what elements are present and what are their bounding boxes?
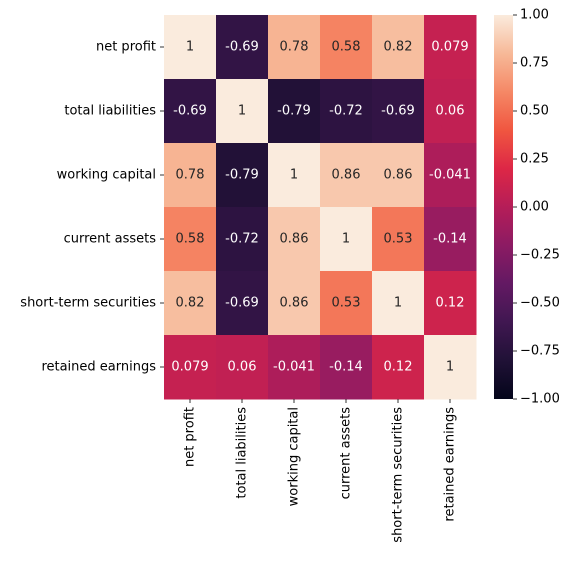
colorbar-tick-label: 0.00: [520, 200, 549, 215]
column-label: retained earnings: [443, 407, 458, 522]
heatmap-cell: [424, 79, 477, 144]
heatmap-cell: [216, 335, 269, 400]
heatmap-cell: [164, 79, 217, 144]
colorbar-tick-label: −0.50: [520, 296, 560, 311]
colorbar-tick-label: −0.25: [520, 248, 560, 263]
heatmap-cell: [268, 335, 321, 400]
colorbar-tick-label: 0.75: [520, 56, 549, 71]
colorbar-gradient: [494, 15, 513, 399]
colorbar-tick-label: −0.75: [520, 344, 560, 359]
cell-value-label: -0.69: [225, 296, 259, 311]
heatmap-cell: [320, 271, 373, 336]
cell-value-label: -0.041: [429, 168, 471, 183]
heatmap-cell: [164, 207, 217, 272]
cell-value-label: 0.78: [280, 40, 309, 55]
cell-value-label: -0.72: [329, 104, 363, 119]
cell-value-label: 0.86: [332, 168, 361, 183]
cell-value-label: 1: [238, 104, 246, 119]
row-label: working capital: [57, 168, 156, 183]
cell-value-label: -0.79: [277, 104, 311, 119]
heatmap-cell: [424, 335, 477, 400]
row-label: net profit: [96, 40, 156, 55]
cell-value-label: 0.06: [436, 104, 465, 119]
cell-value-label: -0.14: [433, 232, 467, 247]
heatmap-cell: [216, 15, 269, 80]
colorbar-tick-label: −1.00: [520, 392, 560, 407]
cell-value-label: 0.58: [176, 232, 205, 247]
column-label: short-term securities: [391, 407, 406, 543]
cell-value-label: -0.69: [173, 104, 207, 119]
cell-value-label: 0.86: [280, 296, 309, 311]
heatmap-cell: [164, 15, 217, 80]
cell-value-label: -0.14: [329, 360, 363, 375]
heatmap-cell: [268, 79, 321, 144]
cell-value-label: 0.079: [431, 40, 468, 55]
column-label: net profit: [183, 407, 198, 467]
heatmap-cell: [320, 207, 373, 272]
cell-value-label: 0.12: [436, 296, 465, 311]
cell-value-label: -0.041: [273, 360, 315, 375]
cell-value-label: 1: [342, 232, 350, 247]
colorbar: −1.00 −0.75 −0.50 −0.25 0.00 0.25 0.50 0.75 1.00: [494, 8, 560, 407]
cell-value-label: 0.86: [384, 168, 413, 183]
cell-value-label: -0.79: [225, 168, 259, 183]
heatmap-cell: [268, 271, 321, 336]
heatmap-cell: [320, 79, 373, 144]
cell-value-label: -0.69: [381, 104, 415, 119]
heatmap-cell: [424, 15, 477, 80]
cell-value-label: 0.53: [384, 232, 413, 247]
column-label: current assets: [339, 407, 354, 500]
heatmap-cell: [216, 79, 269, 144]
cell-value-label: 0.06: [228, 360, 257, 375]
heatmap-cell: [372, 15, 425, 80]
row-labels: net profit total liabilities working capit…: [20, 40, 164, 375]
cell-value-label: -0.69: [225, 40, 259, 55]
heatmap-cell: [372, 143, 425, 208]
row-label: total liabilities: [64, 104, 156, 119]
row-label: short-term securities: [20, 296, 156, 311]
cell-value-label: 0.82: [384, 40, 413, 55]
heatmap-cell: [424, 271, 477, 336]
cell-value-label: 1: [186, 40, 194, 55]
cell-value-label: -0.72: [225, 232, 259, 247]
colorbar-tick-label: 0.25: [520, 152, 549, 167]
cell-value-label: 0.58: [332, 40, 361, 55]
heatmap-cell: [216, 271, 269, 336]
cell-value-label: 0.82: [176, 296, 205, 311]
heatmap-cell: [164, 271, 217, 336]
heatmap-cell: [372, 79, 425, 144]
heatmap-cell: [164, 143, 217, 208]
heatmap-cells: 1 -0.69 0.78 0.58 0.82 0.079 -0.69 1 -0.79 -0.72 -…: [164, 15, 477, 400]
heatmap-cell: [372, 335, 425, 400]
heatmap-cell: [268, 207, 321, 272]
cell-value-label: 0.12: [384, 360, 413, 375]
colorbar-tick-label: 1.00: [520, 8, 549, 23]
column-labels: net profit total liabilities working capit…: [183, 399, 458, 543]
heatmap-cell: [268, 15, 321, 80]
column-label: working capital: [287, 407, 302, 506]
colorbar-tick-label: 0.50: [520, 104, 549, 119]
cell-value-label: 1: [394, 296, 402, 311]
row-label: current assets: [64, 232, 157, 247]
column-label: total liabilities: [235, 407, 250, 499]
heatmap-cell: [216, 143, 269, 208]
heatmap-cell: [268, 143, 321, 208]
heatmap-cell: [372, 207, 425, 272]
heatmap-cell: [424, 143, 477, 208]
cell-value-label: 0.53: [332, 296, 361, 311]
cell-value-label: 0.78: [176, 168, 205, 183]
cell-value-label: 0.86: [280, 232, 309, 247]
heatmap-cell: [372, 271, 425, 336]
heatmap-cell: [320, 15, 373, 80]
cell-value-label: 1: [290, 168, 298, 183]
cell-value-label: 1: [446, 360, 454, 375]
row-label: retained earnings: [41, 360, 156, 375]
cell-value-label: 0.079: [171, 360, 208, 375]
heatmap-cell: [164, 335, 217, 400]
heatmap-cell: [320, 335, 373, 400]
heatmap-cell: [424, 207, 477, 272]
heatmap-cell: [216, 207, 269, 272]
heatmap-cell: [320, 143, 373, 208]
